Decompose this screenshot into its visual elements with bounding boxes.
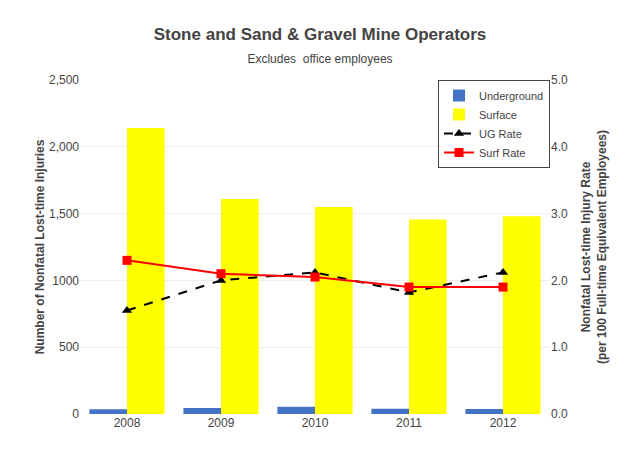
svg-text:1.0: 1.0 xyxy=(551,340,568,354)
svg-text:1000: 1000 xyxy=(52,274,79,288)
svg-text:UG Rate: UG Rate xyxy=(479,128,522,140)
svg-text:Surf Rate: Surf Rate xyxy=(479,147,525,159)
svg-text:3.0: 3.0 xyxy=(551,207,568,221)
svg-text:2011: 2011 xyxy=(396,416,422,430)
svg-text:2010: 2010 xyxy=(302,416,329,430)
svg-text:Underground: Underground xyxy=(479,90,543,102)
svg-text:Number of Nonfatal Lost-time I: Number of Nonfatal Lost-time Injuries xyxy=(33,139,47,354)
svg-text:2,500: 2,500 xyxy=(49,73,79,87)
svg-text:2008: 2008 xyxy=(114,416,141,430)
svg-text:0.0: 0.0 xyxy=(551,407,568,421)
svg-text:2,000: 2,000 xyxy=(49,140,79,154)
svg-text:4.0: 4.0 xyxy=(551,140,568,154)
svg-text:2009: 2009 xyxy=(208,416,235,430)
svg-text:1,500: 1,500 xyxy=(49,207,79,221)
svg-text:2012: 2012 xyxy=(490,416,517,430)
svg-text:Nonfatal Lost-time Injury Rate: Nonfatal Lost-time Injury Rate(per 100 F… xyxy=(579,130,609,364)
svg-text:500: 500 xyxy=(59,340,79,354)
svg-text:2.0: 2.0 xyxy=(551,274,568,288)
svg-text:Stone and Sand & Gravel Mine O: Stone and Sand & Gravel Mine Operators xyxy=(154,25,487,44)
svg-text:5.0: 5.0 xyxy=(551,73,568,87)
svg-text:0: 0 xyxy=(72,407,79,421)
svg-text:Excludes office employees: Excludes office employees xyxy=(247,52,392,66)
svg-text:Surface: Surface xyxy=(479,109,517,121)
